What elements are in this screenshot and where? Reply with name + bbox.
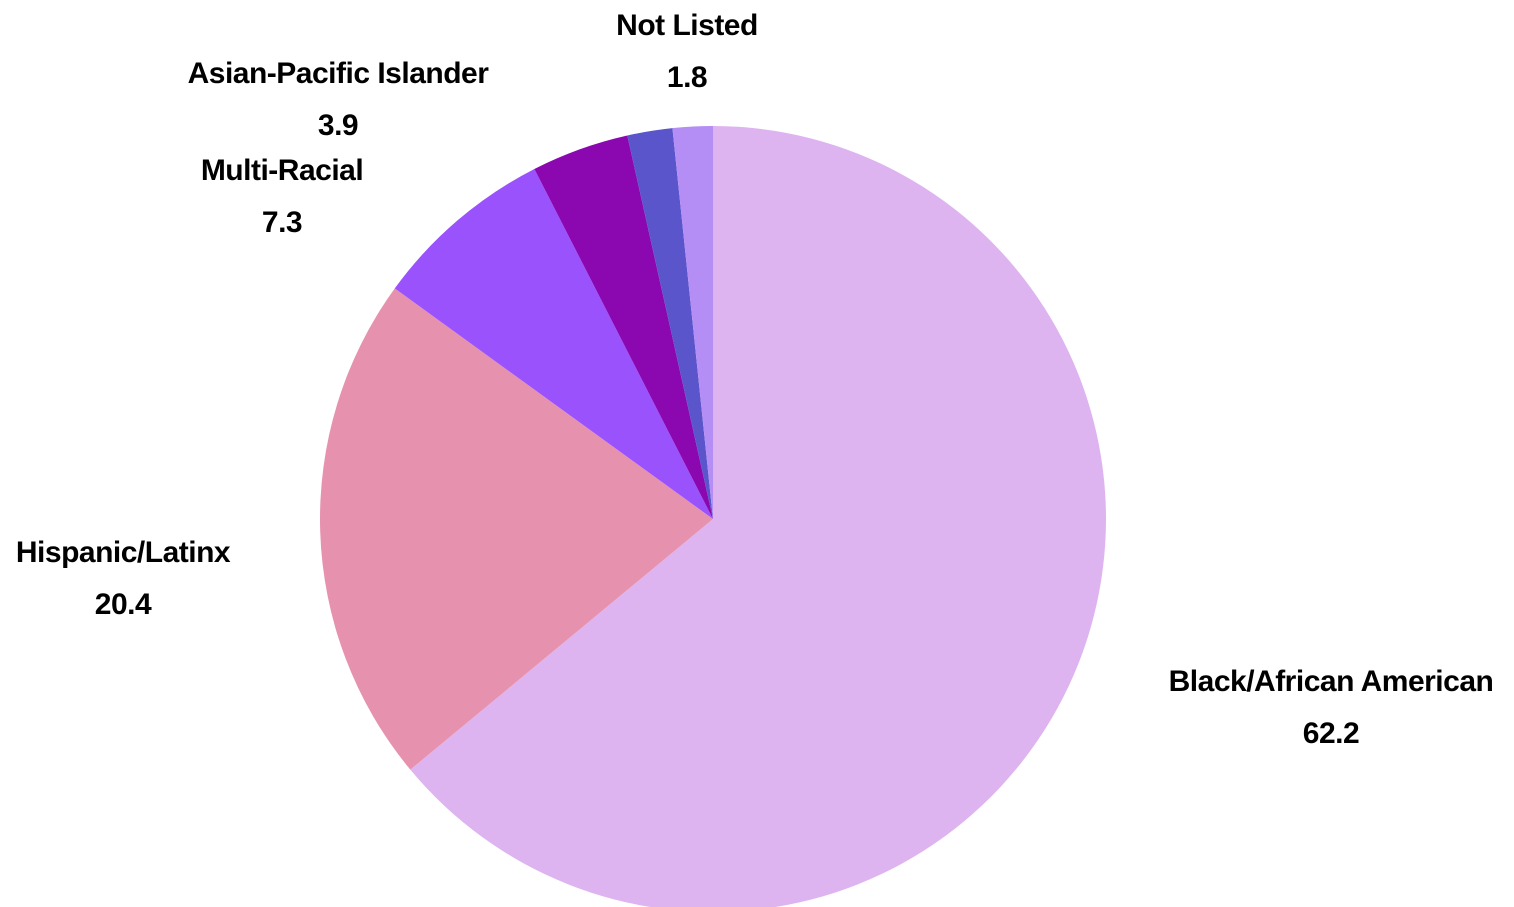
label-hispanic-latinx: Hispanic/Latinx [16, 536, 231, 569]
pie-slice-multi-racial [394, 168, 713, 520]
label-black-african-american-group: Black/African American 62.2 [1169, 665, 1494, 750]
value-multi-racial: 7.3 [262, 206, 302, 239]
label-hispanic-latinx-group: Hispanic/Latinx 20.4 [16, 536, 232, 621]
pie-slice-black-african-american [410, 126, 1106, 907]
label-asian-pacific-islander: Asian-Pacific Islander [188, 57, 490, 90]
label-not-listed: Not Listed [616, 9, 758, 42]
value-not-listed: 1.8 [667, 61, 707, 94]
label-multi-racial: Multi-Racial [201, 154, 363, 187]
label-black-african-american: Black/African American [1169, 665, 1494, 698]
label-asian-pacific-islander-group: Asian-Pacific Islander 3.9 [188, 57, 490, 142]
value-black-african-american: 62.2 [1303, 717, 1359, 750]
pie-slice-asian-pacific-islander [534, 135, 713, 520]
pie-slice-unlabeled-5 [672, 126, 713, 519]
pie-slice-not-listed [627, 128, 713, 520]
pie-slices [319, 126, 1106, 907]
label-multi-racial-group: Multi-Racial 7.3 [201, 154, 364, 239]
pie-slice-hispanic-latinx [319, 288, 713, 770]
label-not-listed-group: Not Listed 1.8 [616, 9, 758, 94]
value-hispanic-latinx: 20.4 [95, 588, 152, 621]
value-asian-pacific-islander: 3.9 [318, 109, 358, 142]
